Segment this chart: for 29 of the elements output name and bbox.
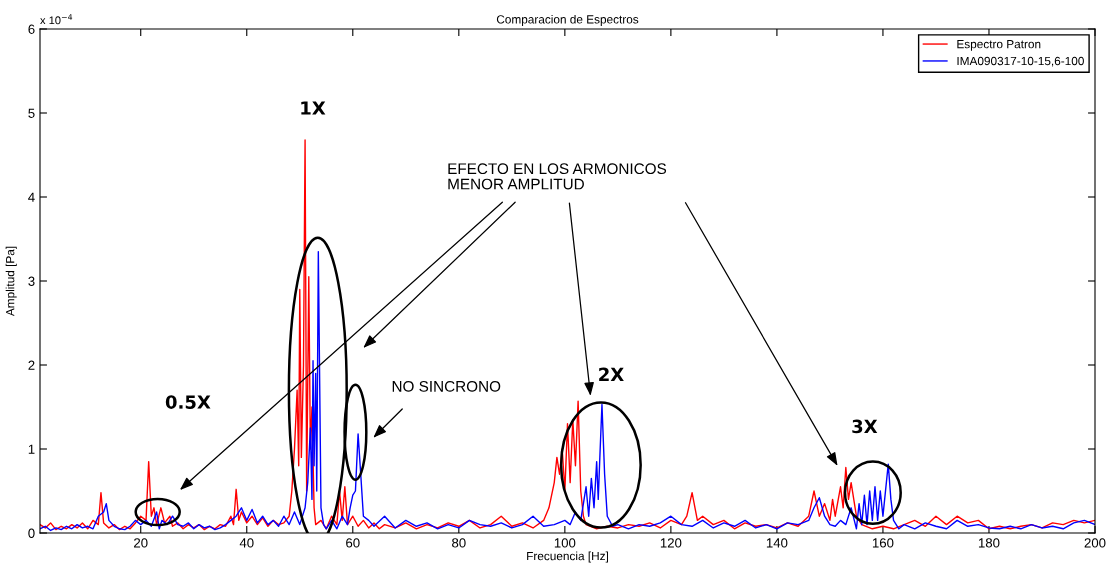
- x-axis-title: Frecuencia [Hz]: [527, 551, 608, 563]
- y-tick-label: 6: [28, 24, 35, 34]
- x-tick-label: 20: [134, 538, 148, 548]
- text: x 10$^{−4}$: [40, 14, 73, 25]
- x-tick-label: 200: [1084, 538, 1106, 548]
- x-tick-label: 140: [766, 538, 788, 548]
- annotation: 3X: [852, 419, 878, 434]
- y-tick-label: 4: [28, 192, 35, 202]
- x-tick-label: 120: [660, 538, 682, 548]
- x-tick-label: 100: [554, 538, 576, 548]
- legend-label: IMA090317-10-15,6-100: [957, 56, 1084, 67]
- x-tick-label: 180: [978, 538, 1000, 548]
- x-tick-label: 60: [346, 538, 360, 548]
- annotation: 0.5X: [165, 395, 211, 409]
- chart-title: Comparacion de Espectros: [496, 14, 639, 26]
- annotation: 1X: [301, 101, 326, 115]
- x-tick-label: 160: [872, 538, 894, 548]
- y-tick-label: 5: [28, 108, 35, 118]
- x-tick-label: 40: [239, 538, 254, 548]
- annotation: EFECTO EN LOS ARMONICOS MENOR AMPLITUD: [448, 163, 667, 190]
- y-tick-label: 1: [28, 444, 35, 454]
- y-tick-label: 0: [28, 528, 35, 538]
- x-tick-label: 80: [452, 538, 466, 548]
- y-tick-label: 3: [28, 276, 35, 286]
- y-axis-title: Amplitud [Pa]: [5, 246, 17, 317]
- legend-label: Espectro Patron: [957, 40, 1041, 51]
- annotation: 2X: [599, 367, 624, 381]
- annotation: NO SINCRONO: [392, 380, 501, 392]
- y-tick-label: 2: [28, 360, 35, 370]
